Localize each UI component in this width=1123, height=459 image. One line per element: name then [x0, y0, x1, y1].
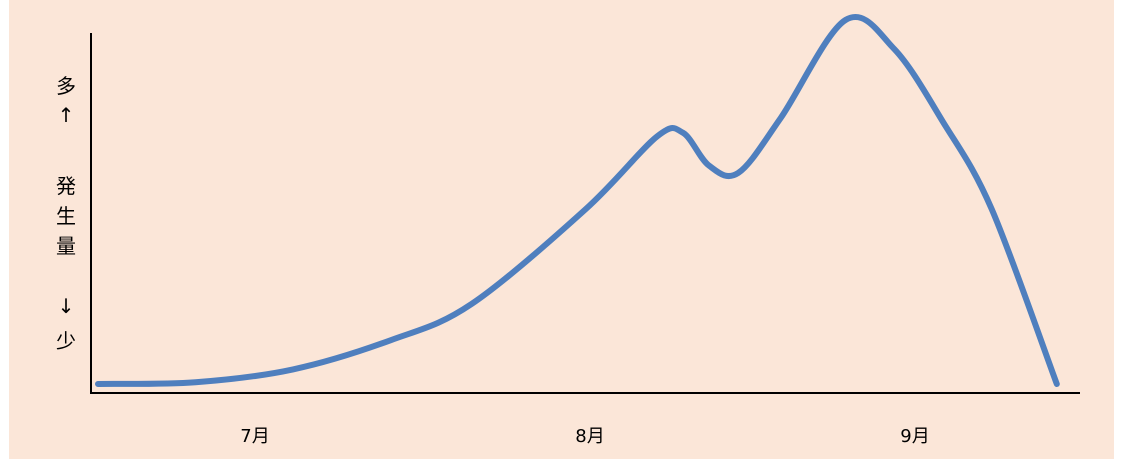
y-axis-label-char: 生 — [56, 204, 76, 228]
x-tick-labels: 7月 8月 9月 — [240, 426, 929, 447]
plot-area — [95, 14, 1060, 387]
y-axis-label-char: 量 — [56, 234, 76, 258]
y-axis-up-arrow: ↑ — [58, 103, 75, 127]
series-line — [95, 14, 1060, 387]
y-axis-low-label: 少 — [56, 329, 76, 353]
axes — [90, 33, 1080, 394]
x-tick-label: 7月 — [240, 426, 269, 447]
x-tick-label: 9月 — [900, 426, 929, 447]
x-tick-label: 8月 — [575, 426, 604, 447]
y-axis-label-group: 多 ↑ 発 生 量 ↓ 少 — [56, 74, 76, 353]
y-axis-label-char: 発 — [56, 174, 76, 198]
y-axis-high-label: 多 — [56, 74, 76, 98]
y-axis-down-arrow: ↓ — [58, 294, 75, 318]
